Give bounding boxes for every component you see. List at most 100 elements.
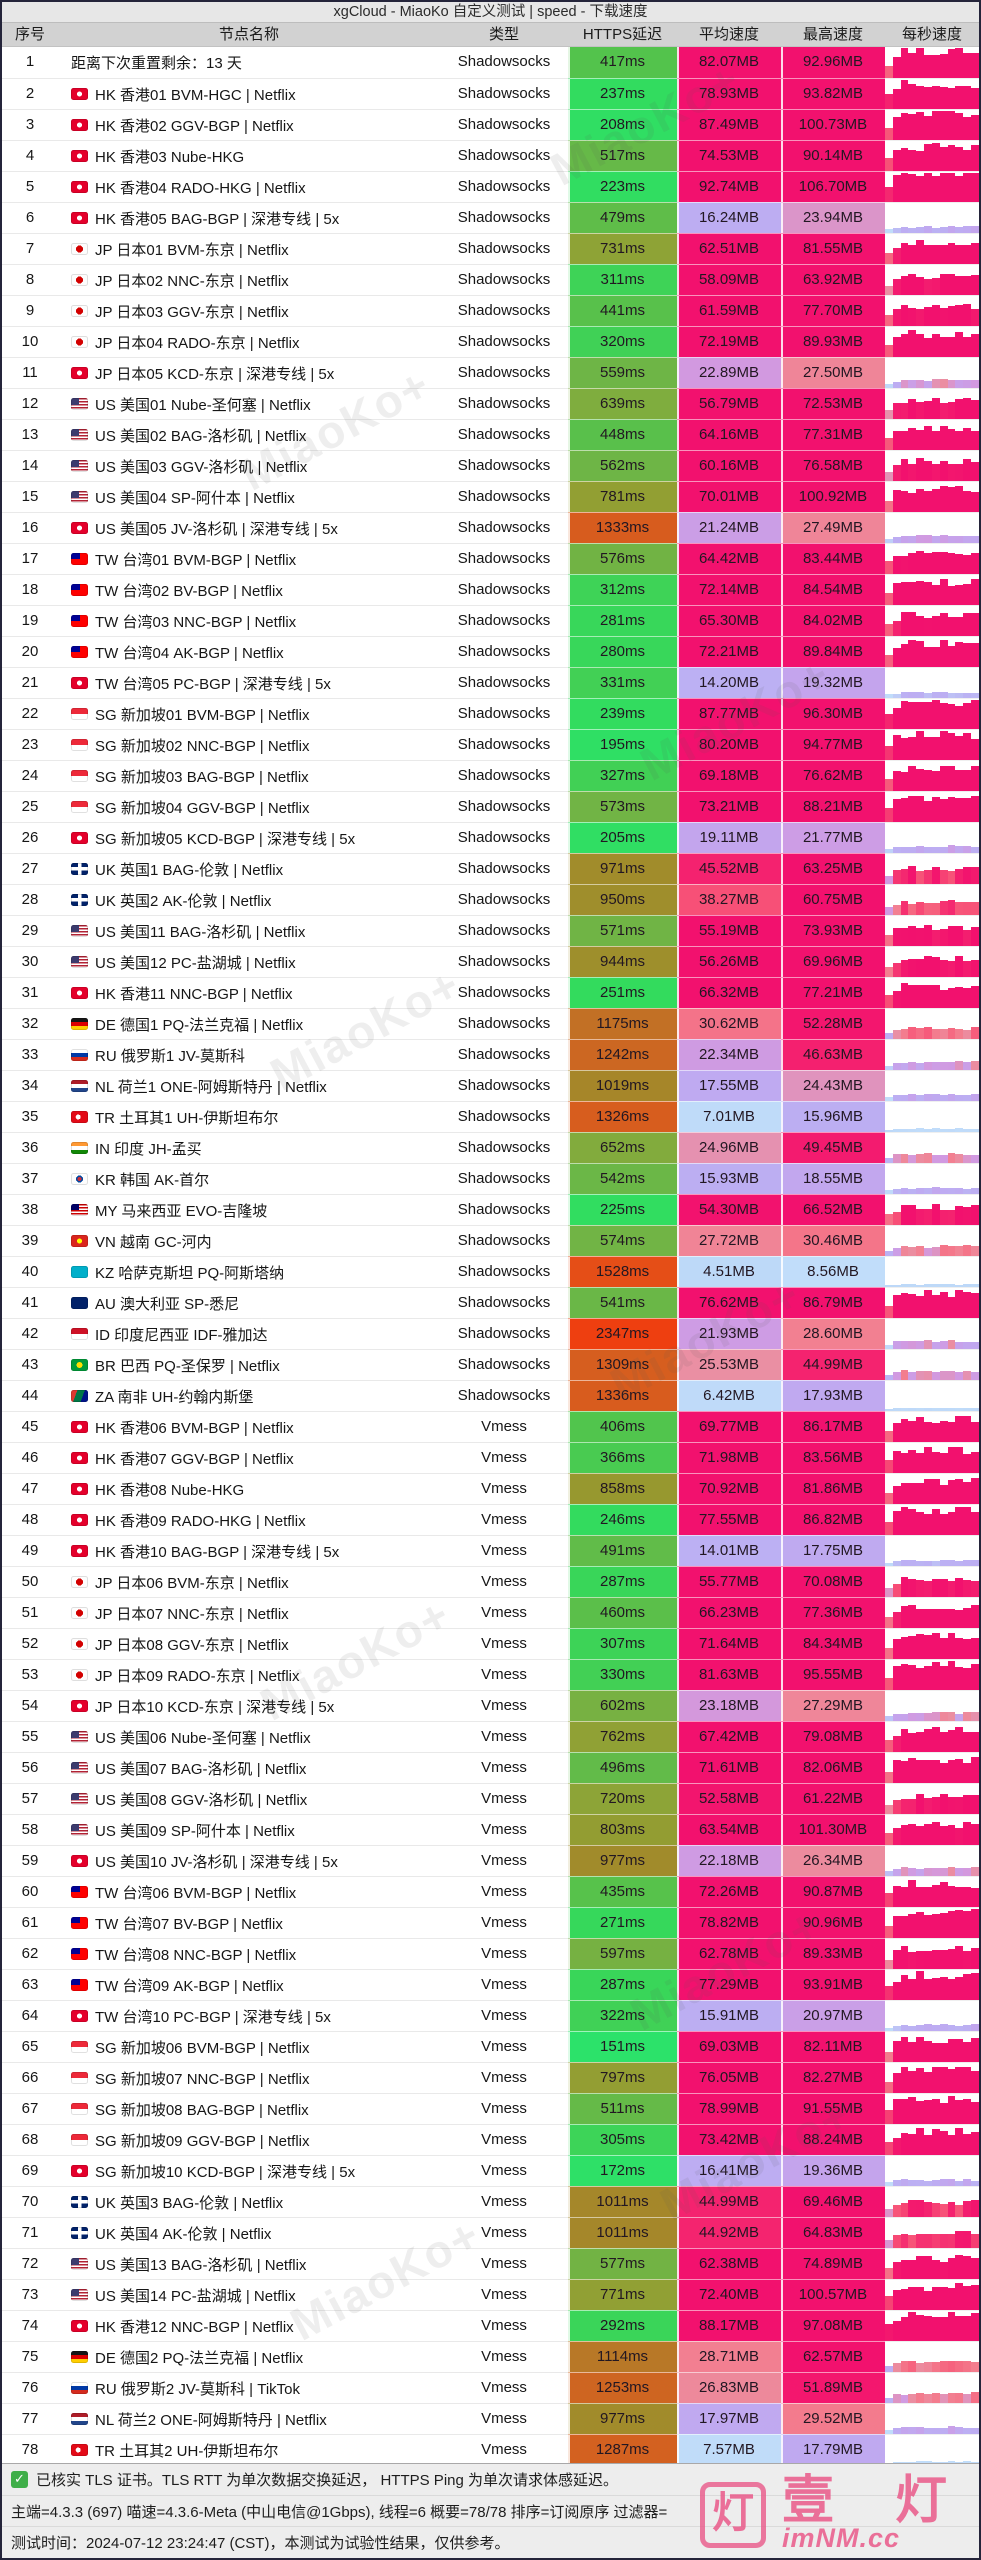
- spark-bar: [939, 1061, 948, 1070]
- uk-flag-icon: [71, 2227, 88, 2239]
- node-name-cell: NL 荷兰1 ONE-阿姆斯特丹 | Netflix: [58, 1070, 440, 1101]
- node-name-cell: HK 香港06 BVM-BGP | Netflix: [58, 1411, 440, 1442]
- spark-bar: [892, 1800, 901, 1814]
- spark-bar: [885, 994, 893, 1008]
- speed-sparkline: [885, 78, 979, 109]
- spark-bar: [892, 381, 901, 388]
- avg-speed: 58.09MB: [677, 264, 781, 295]
- id-flag-icon: [71, 1328, 88, 1340]
- spark-bar: [924, 400, 932, 419]
- spark-bar: [916, 1187, 925, 1194]
- spark-bar: [892, 402, 901, 419]
- spark-bar: [955, 1478, 964, 1504]
- spark-bar: [892, 336, 901, 357]
- spark-bar: [900, 2361, 909, 2372]
- node-name-cell: US 美国07 BAG-洛杉矶 | Netflix: [58, 1752, 440, 1783]
- spark-bar: [900, 797, 909, 822]
- max-speed: 82.06MB: [781, 1752, 885, 1783]
- node-name: TW 台湾09 AK-BGP | Netflix: [95, 1977, 284, 1995]
- spark-bar: [885, 1065, 893, 1070]
- max-speed: 18.55MB: [781, 1163, 885, 1194]
- row-index: 24: [2, 760, 58, 791]
- spark-bar: [955, 902, 964, 915]
- spark-bar: [892, 1561, 901, 1566]
- node-name-cell: JP 日本05 KCD-东京 | 深港专线 | 5x: [58, 357, 440, 388]
- node-name-cell: HK 香港01 BVM-HGC | Netflix: [58, 78, 440, 109]
- spark-bar: [955, 2392, 964, 2403]
- speed-sparkline: [885, 2403, 979, 2434]
- table-row: 62 TW 台湾08 NNC-BGP | Netflix Vmess 597ms 62.…: [2, 1938, 979, 1969]
- spark-bar: [947, 1560, 956, 1566]
- node-name-cell: JP 日本06 BVM-东京 | Netflix: [58, 1566, 440, 1597]
- node-name-cell: UK 英国3 BAG-伦敦 | Netflix: [58, 2186, 440, 2217]
- spark-bar: [908, 398, 917, 419]
- spark-bar: [931, 1423, 940, 1442]
- spark-bar: [885, 1804, 893, 1814]
- max-speed: 27.50MB: [781, 357, 885, 388]
- speed-sparkline: [885, 2217, 979, 2248]
- spark-bar: [947, 487, 956, 512]
- spark-bar: [916, 2287, 925, 2310]
- spark-bar: [931, 2042, 940, 2062]
- table-row: 21 TW 台湾05 PC-BGP | 深港专线 | 5x Shadowsocks 3…: [2, 667, 979, 698]
- spark-bar: [931, 736, 940, 760]
- https-latency: 225ms: [568, 1194, 677, 1225]
- spark-bar: [947, 703, 956, 729]
- spark-bar: [885, 472, 893, 481]
- spark-bar: [971, 431, 979, 450]
- row-index: 9: [2, 295, 58, 326]
- spark-bar: [939, 486, 948, 512]
- column-header: 类型: [488, 26, 519, 43]
- spark-bar: [955, 1153, 964, 1163]
- node-type: Vmess: [440, 2403, 568, 2434]
- max-speed: 82.11MB: [781, 2031, 885, 2062]
- spark-bar: [924, 903, 932, 915]
- spark-bar: [931, 463, 940, 481]
- node-type: Shadowsocks: [440, 1256, 568, 1287]
- spark-bar: [971, 2258, 979, 2279]
- spark-bar: [916, 488, 925, 512]
- spark-bar: [955, 1637, 964, 1659]
- spark-bar: [955, 846, 964, 853]
- spark-bar: [885, 1562, 893, 1566]
- node-name-cell: BR 巴西 PQ-圣保罗 | Netflix: [58, 1349, 440, 1380]
- spark-bar: [939, 613, 948, 636]
- spark-bar: [971, 275, 979, 295]
- spark-bar: [916, 691, 925, 698]
- spark-bar: [931, 489, 940, 512]
- spark-bar: [892, 1030, 901, 1039]
- spark-bar: [916, 1153, 925, 1163]
- node-type: Shadowsocks: [440, 140, 568, 171]
- spark-bar: [885, 2296, 893, 2310]
- spark-bar: [947, 402, 956, 419]
- spark-bar: [931, 304, 940, 326]
- node-name: JP 日本02 NNC-东京 | Netflix: [95, 272, 289, 290]
- spark-bar: [971, 309, 979, 326]
- avg-speed: 82.07MB: [677, 47, 781, 78]
- spark-bar: [892, 1422, 901, 1442]
- node-type: Shadowsocks: [440, 729, 568, 760]
- node-name: SG 新加坡09 GGV-BGP | Netflix: [95, 2132, 310, 2150]
- spark-bar: [955, 1246, 964, 1256]
- https-latency: 602ms: [568, 1690, 677, 1721]
- spark-bar: [931, 278, 940, 295]
- node-name: NL 荷兰1 ONE-阿姆斯特丹 | Netflix: [95, 1078, 327, 1096]
- speed-sparkline: [885, 2248, 979, 2279]
- spark-bar: [892, 228, 901, 233]
- spark-bar: [908, 582, 917, 605]
- spark-bar: [916, 1284, 925, 1287]
- spark-bar: [916, 1868, 925, 1876]
- https-latency: 1175ms: [568, 1008, 677, 1039]
- max-speed: 91.55MB: [781, 2093, 885, 2124]
- table-row: 74 HK 香港12 NNC-BGP | Netflix Vmess 292ms 88.…: [2, 2310, 979, 2341]
- spark-bar: [916, 240, 925, 264]
- node-name: US 美国14 PC-盐湖城 | Netflix: [95, 2287, 296, 2305]
- avg-speed: 17.55MB: [677, 1070, 781, 1101]
- spark-bar: [939, 1711, 948, 1721]
- spark-bar: [971, 379, 979, 388]
- row-index: 52: [2, 1628, 58, 1659]
- avg-speed: 21.93MB: [677, 1318, 781, 1349]
- max-speed: 84.34MB: [781, 1628, 885, 1659]
- https-latency: 542ms: [568, 1163, 677, 1194]
- ru-flag-icon: [71, 2382, 88, 2394]
